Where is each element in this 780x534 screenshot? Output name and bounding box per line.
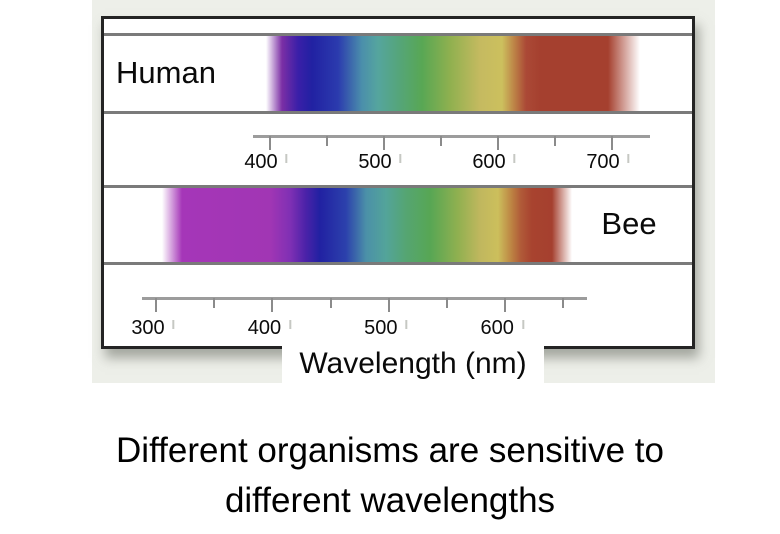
axis-tick — [271, 298, 274, 312]
caption-line-2: different wavelengths — [224, 481, 556, 520]
bee-label: Bee — [601, 206, 657, 241]
axis-tick — [611, 136, 613, 150]
axis-tick — [562, 298, 565, 308]
axis-tick-label: 600 — [472, 151, 517, 173]
axis-tick-label: 600 — [480, 317, 525, 339]
figure-scan-background: Human 400 500 600 700 Bee 300 400 500 600 Wave… — [92, 0, 715, 393]
caption-line-1: Different organisms are sensitive to — [116, 431, 664, 470]
axis-tick-label: 400 — [247, 317, 292, 339]
axis-tick — [155, 298, 157, 312]
axis-tick-label: 400 — [244, 151, 289, 173]
box-top-strip — [104, 19, 692, 33]
human-spectrum-row: Human — [104, 36, 692, 111]
axis-tick — [504, 298, 507, 312]
axis-tick — [554, 136, 556, 146]
axis-tick — [329, 298, 332, 308]
bee-wavelength-axis: 300 400 500 600 — [104, 265, 692, 346]
caption: Different organisms are sensitive to dif… — [0, 426, 780, 526]
axis-tick — [213, 298, 216, 308]
axis-line — [253, 135, 650, 138]
axis-tick — [383, 136, 385, 150]
axis-line — [142, 297, 587, 300]
axis-tick-label: 500 — [364, 317, 408, 339]
axis-tick-label: 500 — [358, 151, 403, 173]
divider-line — [104, 111, 692, 114]
human-spectrum-bar — [104, 36, 692, 111]
axis-tick — [497, 136, 499, 150]
divider-line — [104, 185, 692, 188]
human-wavelength-axis: 400 500 600 700 — [104, 114, 692, 185]
bee-spectrum-row: Bee — [104, 188, 692, 262]
axis-tick — [446, 298, 448, 308]
wavelength-axis-title: Wavelength (nm) — [282, 344, 544, 393]
axis-tick — [269, 136, 271, 150]
divider-line — [104, 33, 692, 36]
axis-tick-label: 300 — [131, 317, 176, 339]
axis-tick — [387, 298, 390, 312]
divider-line — [104, 262, 692, 265]
human-label: Human — [116, 55, 216, 90]
axis-tick — [440, 136, 442, 146]
axis-tick-label: 700 — [586, 151, 631, 173]
spectrum-comparison-box: Human 400 500 600 700 Bee 300 400 500 600 — [101, 16, 695, 349]
axis-tick — [326, 136, 328, 146]
bee-spectrum-bar — [104, 188, 692, 262]
